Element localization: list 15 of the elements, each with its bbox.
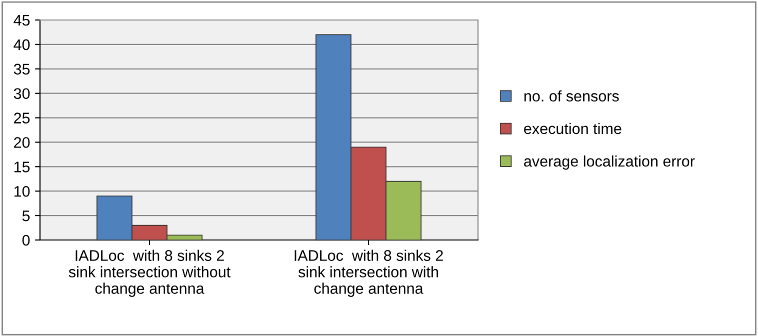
y-tick-label: 0 <box>22 234 30 246</box>
x-tick-label: IADLoc with 8 sinks 2 sink intersection without change antenna <box>68 250 230 297</box>
y-tick-label: 40 <box>14 39 30 50</box>
y-tick-label: 15 <box>14 162 30 172</box>
y-tick-label: 45 <box>14 15 30 26</box>
legend-label: no. of sensors <box>524 90 619 102</box>
y-tick-label: 35 <box>14 64 30 75</box>
y-tick-label: 10 <box>14 186 30 197</box>
legend-label: execution time <box>524 122 622 134</box>
y-tick-label: 5 <box>22 210 30 222</box>
y-tick-label: 25 <box>14 112 30 124</box>
y-tick-label: 20 <box>14 137 30 148</box>
legend-label: average localization error <box>524 155 695 170</box>
y-tick-label: 30 <box>14 88 30 100</box>
x-tick-label: IADLoc with 8 sinks 2 sink intersection with change antenna <box>294 250 443 297</box>
